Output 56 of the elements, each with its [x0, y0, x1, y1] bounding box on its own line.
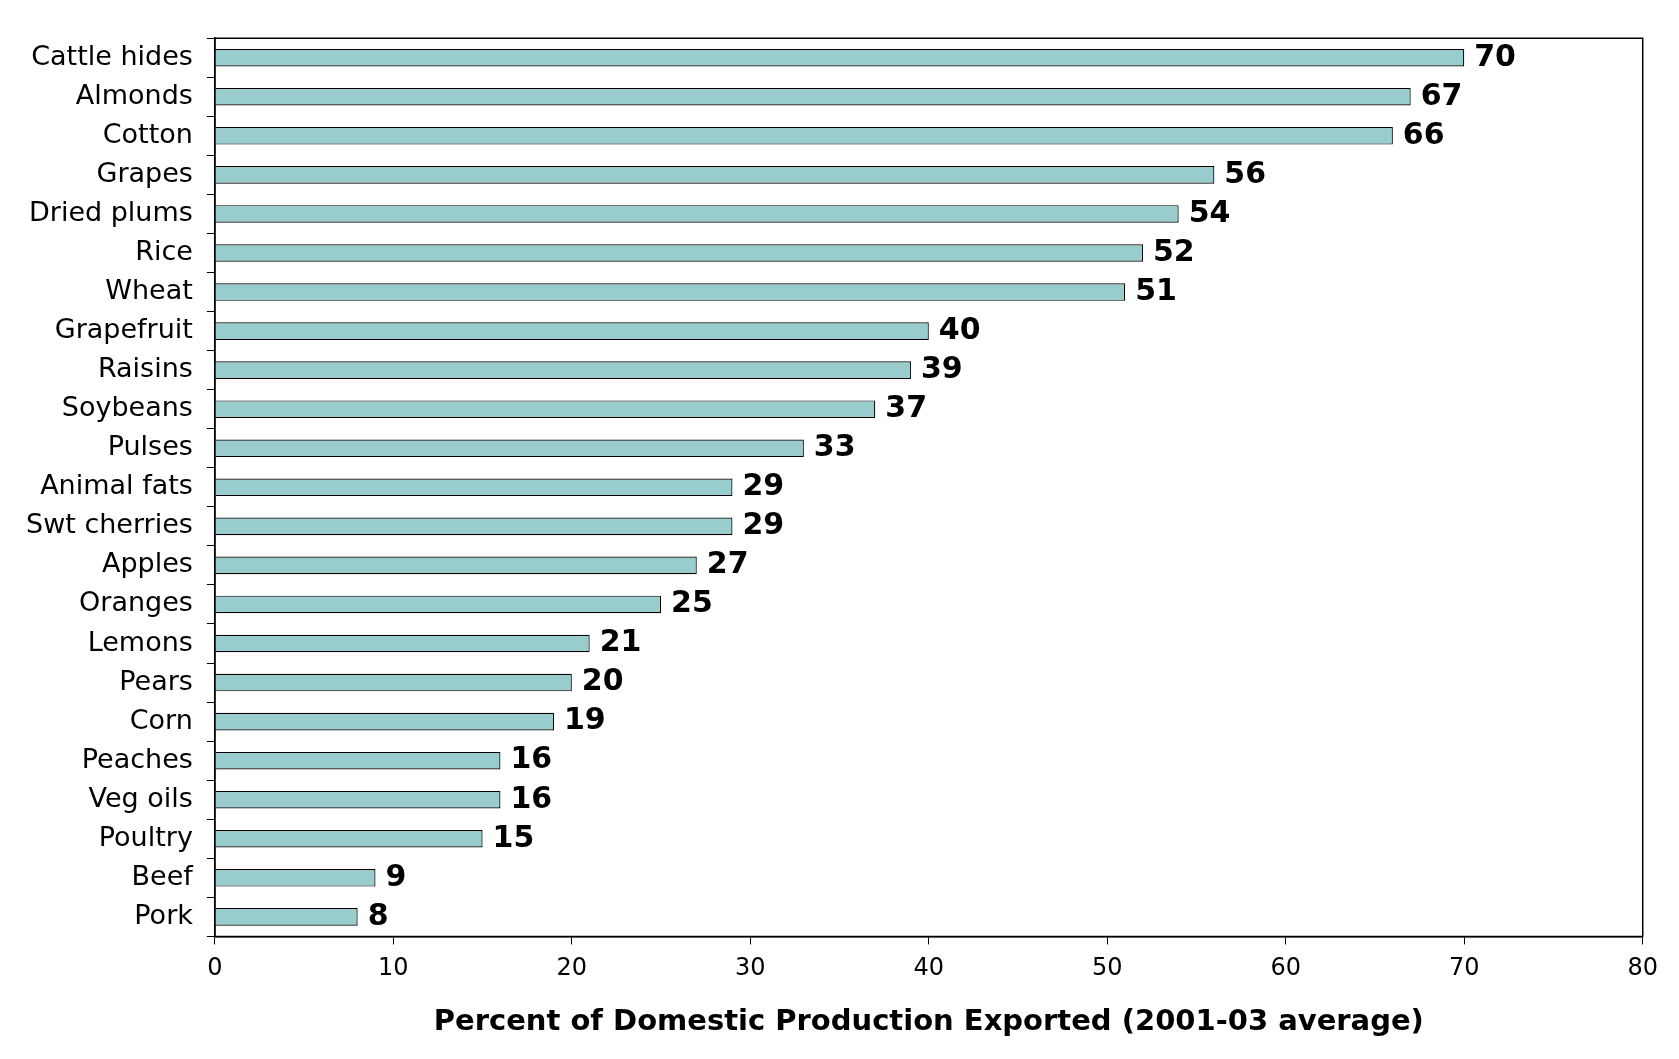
- x-tick-label: 30: [735, 953, 766, 982]
- y-tick-label: Animal fats: [40, 469, 193, 501]
- x-tick-label: 20: [556, 953, 588, 982]
- x-tick-label: 60: [1270, 953, 1302, 982]
- data-label: 27: [706, 545, 749, 581]
- data-label: 29: [742, 506, 785, 542]
- x-tick-label: 70: [1448, 953, 1480, 982]
- x-tick-label: 0: [207, 953, 223, 982]
- x-tick-label: 80: [1627, 953, 1658, 982]
- data-label: 70: [1474, 37, 1516, 73]
- data-label: 15: [492, 818, 535, 854]
- y-tick-label: Oranges: [79, 586, 193, 618]
- y-tick-label: Cotton: [102, 117, 193, 149]
- y-tick-label: Rice: [135, 235, 193, 266]
- data-label: 9: [385, 857, 407, 893]
- y-tick-label: Beef: [131, 859, 195, 891]
- y-tick-label: Wheat: [105, 274, 193, 306]
- y-tick-label: Lemons: [87, 625, 193, 657]
- data-label: 8: [367, 896, 389, 932]
- y-tick-label: Swt cherries: [25, 508, 193, 540]
- y-tick-label: Grapes: [96, 156, 193, 188]
- data-label: 40: [938, 310, 981, 346]
- y-tick-label: Dried plums: [29, 195, 193, 227]
- y-tick-label: Pears: [119, 664, 193, 696]
- x-axis-title: Percent of Domestic Production Exported (2001-03 average): [433, 1003, 1424, 1038]
- y-tick-label: Apples: [101, 547, 193, 579]
- data-label: 67: [1420, 76, 1463, 112]
- data-label: 19: [563, 701, 606, 737]
- data-label: 66: [1402, 115, 1445, 151]
- y-tick-label: Veg oils: [88, 781, 193, 813]
- y-tick-label: Poultry: [98, 820, 193, 852]
- data-label: 20: [581, 662, 624, 698]
- y-tick-label: Pork: [134, 898, 194, 930]
- y-tick-label: Cattle hides: [31, 39, 193, 71]
- y-tick-label: Soybeans: [61, 391, 193, 423]
- x-tick-label: 10: [378, 953, 409, 982]
- data-label: 52: [1152, 232, 1195, 268]
- data-label: 21: [599, 623, 642, 659]
- y-tick-label: Almonds: [75, 78, 193, 110]
- data-label: 54: [1188, 193, 1231, 229]
- y-tick-label: Pulses: [107, 430, 193, 462]
- y-tick-label: Raisins: [97, 352, 193, 384]
- data-label: 51: [1135, 271, 1177, 307]
- data-label: 39: [920, 349, 963, 385]
- data-label: 16: [510, 779, 553, 815]
- data-label: 56: [1224, 154, 1267, 190]
- x-tick-label: 40: [913, 953, 945, 982]
- y-tick-label: Grapefruit: [54, 313, 193, 345]
- data-label: 33: [813, 428, 856, 464]
- x-tick-label: 50: [1092, 953, 1123, 982]
- data-label: 29: [742, 467, 785, 503]
- y-tick-label: Corn: [129, 703, 193, 735]
- data-label: 25: [671, 584, 713, 620]
- y-tick-label: Peaches: [81, 742, 193, 774]
- data-label: 37: [885, 388, 927, 424]
- data-label: 16: [510, 740, 553, 776]
